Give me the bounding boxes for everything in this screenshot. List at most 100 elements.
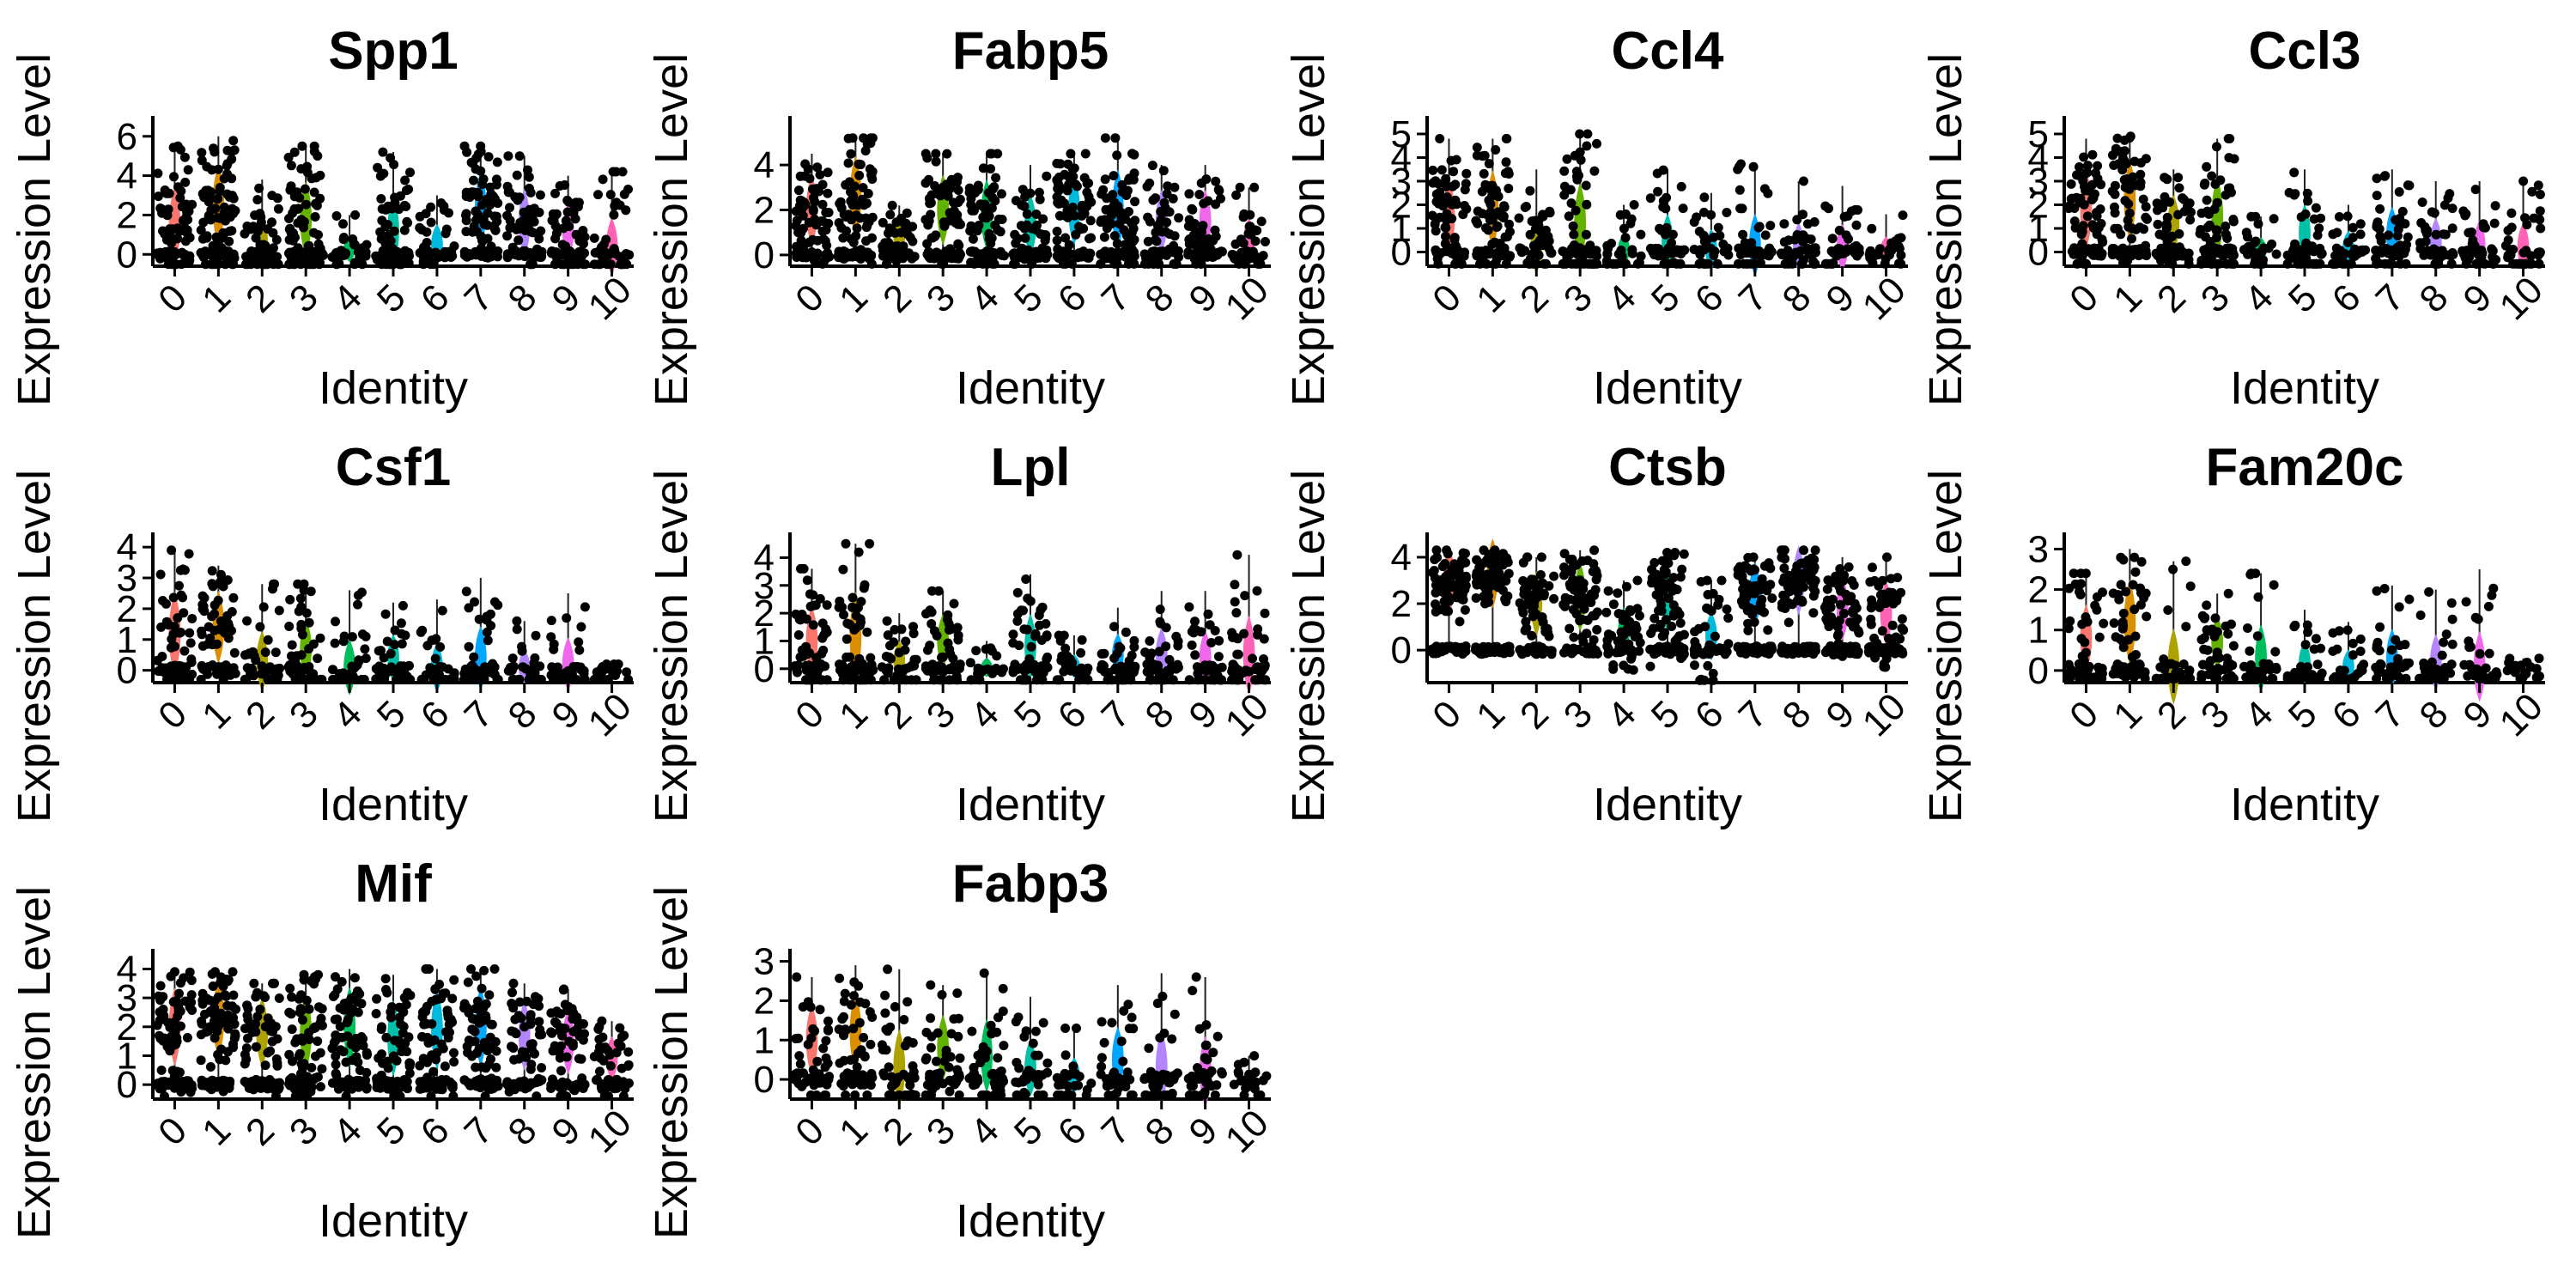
data-point	[2480, 222, 2490, 233]
data-point	[999, 664, 1008, 674]
data-point	[2253, 219, 2263, 229]
data-point	[1668, 600, 1679, 611]
data-point	[1012, 234, 1023, 244]
data-point	[1540, 225, 1551, 235]
data-point	[1519, 584, 1529, 594]
data-point	[1452, 244, 1462, 254]
data-point	[1525, 185, 1535, 196]
data-point	[1722, 605, 1732, 614]
data-point	[1230, 597, 1240, 607]
data-point	[1123, 258, 1133, 269]
data-point	[1750, 565, 1759, 575]
data-point	[357, 629, 368, 640]
data-point	[1162, 217, 1172, 228]
data-point	[175, 193, 185, 203]
x-tick-label: 8	[1137, 693, 1182, 738]
data-point	[197, 148, 207, 158]
data-point	[428, 674, 439, 684]
data-point	[571, 674, 581, 684]
data-point	[1117, 187, 1127, 197]
data-point	[894, 647, 904, 658]
data-point	[623, 185, 633, 194]
data-point	[622, 667, 632, 677]
data-point	[1504, 568, 1514, 579]
data-point	[1647, 578, 1656, 588]
data-point	[901, 675, 911, 685]
data-point	[1491, 145, 1501, 155]
data-point	[156, 204, 167, 214]
data-point	[153, 191, 163, 202]
data-point	[907, 253, 917, 264]
data-point	[1592, 624, 1602, 635]
data-point	[1098, 248, 1108, 258]
data-point	[808, 590, 818, 600]
data-point	[1663, 558, 1674, 568]
data-point	[315, 633, 325, 643]
data-point	[1706, 210, 1716, 220]
data-point	[528, 672, 538, 683]
data-point	[1437, 562, 1448, 572]
data-point	[551, 228, 562, 239]
data-point	[1618, 641, 1628, 652]
data-point	[2488, 252, 2498, 262]
data-point	[1585, 244, 1595, 254]
data-point	[1145, 216, 1155, 227]
data-point	[2077, 239, 2087, 249]
data-point	[1654, 244, 1664, 254]
data-point	[221, 216, 230, 226]
data-point	[338, 234, 349, 245]
data-point	[1449, 167, 1459, 177]
y-tick-label: 1	[2028, 208, 2049, 250]
data-point	[1162, 250, 1172, 260]
data-point	[1485, 207, 1496, 217]
data-point	[2443, 193, 2453, 204]
data-point	[2447, 223, 2458, 234]
data-point	[2209, 204, 2220, 214]
y-tick-label: 1	[1391, 208, 1412, 250]
data-point	[222, 189, 232, 199]
data-point	[1655, 223, 1665, 234]
data-point	[1485, 246, 1495, 257]
data-point	[275, 663, 285, 673]
data-point	[1738, 229, 1748, 240]
data-point	[1430, 219, 1440, 229]
data-point	[2282, 258, 2293, 269]
data-point	[801, 614, 811, 624]
data-point	[1083, 675, 1093, 685]
data-point	[803, 164, 813, 174]
data-point	[2331, 243, 2342, 253]
y-tick-label: 0	[117, 234, 137, 276]
data-point	[2199, 179, 2209, 190]
data-point	[1820, 201, 1831, 211]
data-point	[1217, 246, 1227, 257]
x-tick-label: 5	[369, 693, 414, 738]
data-point	[2347, 250, 2357, 260]
data-point	[287, 640, 297, 650]
data-point	[2112, 133, 2123, 143]
data-point	[933, 586, 944, 596]
data-point	[1074, 675, 1084, 685]
data-point	[938, 182, 948, 192]
data-point	[887, 200, 897, 210]
data-point	[602, 259, 612, 270]
data-point	[1502, 232, 1512, 242]
data-point	[373, 162, 383, 173]
data-point	[2079, 152, 2089, 162]
data-point	[1886, 238, 1897, 248]
data-point	[479, 219, 489, 229]
data-point	[862, 198, 872, 209]
data-point	[1128, 223, 1139, 234]
data-point	[422, 641, 433, 651]
x-tick-label: 5	[1006, 276, 1051, 321]
data-point	[856, 597, 866, 607]
data-point	[793, 667, 802, 677]
data-point	[938, 250, 948, 260]
data-point	[386, 153, 396, 163]
y-tick-label: 3	[117, 557, 137, 599]
data-point	[845, 652, 855, 662]
data-point	[304, 644, 314, 654]
data-point	[461, 209, 471, 219]
data-point	[1099, 232, 1109, 242]
data-point	[986, 164, 996, 174]
data-point	[1475, 649, 1485, 659]
